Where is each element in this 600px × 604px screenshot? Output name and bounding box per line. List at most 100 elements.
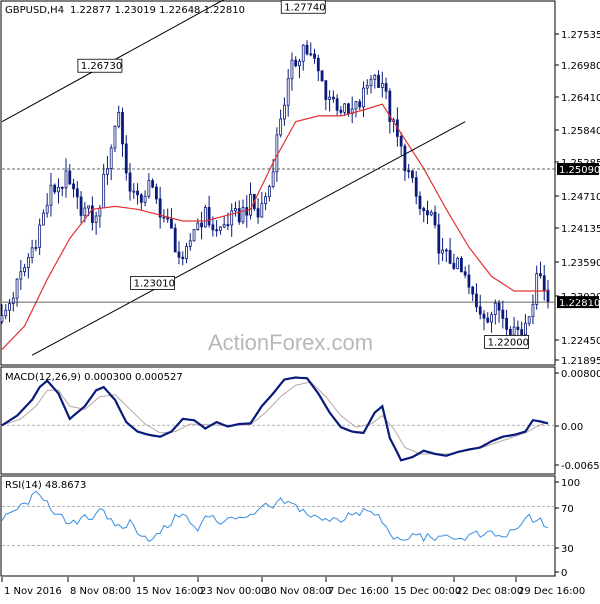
candle-body [320, 70, 324, 82]
candle-body [362, 87, 365, 108]
candle-body [151, 180, 155, 188]
candle-body [433, 211, 437, 226]
candle-body [358, 101, 362, 108]
candle-body [437, 224, 441, 254]
candle-body [328, 96, 332, 100]
candle-body [162, 216, 166, 219]
macd-y-tick-label: 0.008001 [561, 369, 600, 380]
x-tick-label: 15 Nov 16:00 [136, 586, 203, 597]
x-tick-label: 7 Dec 16:00 [328, 586, 389, 597]
candle-body [173, 227, 177, 253]
candle-body [508, 328, 512, 336]
candle-body [57, 186, 60, 193]
candle-body [75, 188, 79, 198]
candle-body [177, 251, 181, 258]
candle-body [185, 246, 188, 259]
candle-body [505, 317, 508, 330]
candle-body [542, 275, 546, 291]
channel-line [1, 0, 225, 123]
annotation-label: 1.22000 [488, 337, 529, 348]
rsi-line [1, 490, 549, 543]
candle-body [60, 186, 64, 189]
candle-body [98, 207, 102, 217]
macd-main-line [1, 376, 549, 462]
candle-body [463, 271, 467, 276]
watermark: ActionForex.com [208, 330, 373, 355]
price-tag [557, 162, 599, 175]
candle-body [192, 229, 196, 242]
candle-body [459, 257, 463, 273]
rsi-y-tick-label: 70 [561, 504, 574, 515]
candle-body [418, 195, 422, 209]
price-y-tick-label: 1.24710 [561, 192, 600, 203]
candle-body [117, 112, 121, 127]
candle-body [38, 224, 42, 248]
rsi-panel-frame [0, 475, 556, 577]
candle-body [136, 190, 139, 196]
annotation-box [484, 335, 529, 349]
x-tick-label: 29 Dec 16:00 [518, 586, 585, 597]
candle-body [377, 74, 380, 88]
price-y-tick-label: 1.26410 [561, 93, 600, 104]
candle-body [497, 302, 501, 311]
candle-body [260, 203, 264, 218]
macd-panel [1, 376, 555, 462]
rsi-y-tick-label: 30 [561, 544, 574, 555]
candle-body [354, 101, 358, 110]
candle-body [200, 222, 203, 228]
candle-body [143, 195, 147, 203]
candle-body [102, 173, 106, 209]
macd-y-tick-label: -0.006594 [561, 461, 600, 472]
candle-body [158, 198, 162, 218]
candle-body [26, 257, 30, 268]
annotation-box [130, 276, 176, 290]
annotation-box [280, 0, 326, 14]
candle-body [226, 224, 230, 226]
price-y-tick-label: 1.25285 [561, 158, 600, 169]
price-tag-label: 1.22810 [559, 298, 600, 309]
candle-body [490, 314, 493, 323]
candle-body [527, 316, 531, 324]
candle-body [531, 304, 535, 318]
candle-body [94, 215, 98, 223]
candle-body [15, 278, 19, 299]
candle-body [8, 303, 11, 311]
rsi-y-tick-label: 100 [561, 478, 580, 489]
candle-body [249, 193, 252, 216]
candle-body [520, 329, 524, 335]
candle-body [87, 205, 91, 209]
candle-body [42, 212, 45, 226]
price-y-tick-label: 1.27535 [561, 30, 600, 41]
macd-y-tick-label: 0.00 [561, 422, 583, 433]
candle-body [546, 289, 550, 302]
price-y-tick-label: 1.24135 [561, 224, 600, 235]
candle-body [207, 207, 211, 226]
price-y-tick-label: 1.23020 [561, 292, 600, 303]
candle-body [154, 186, 158, 200]
candle-body [30, 247, 34, 258]
rsi-panel [1, 490, 555, 546]
rsi-title: RSI(14) 48.8673 [5, 480, 86, 491]
x-tick-label: 8 Nov 08:00 [70, 586, 131, 597]
candle-body [471, 286, 475, 295]
candle-body [290, 59, 294, 80]
candle-body [512, 326, 516, 336]
price-tag-label: 1.25090 [559, 165, 600, 176]
candle-body [516, 326, 520, 330]
macd-title: MACD(12,26,9) 0.000300 0.000527 [5, 372, 183, 383]
candle-body [196, 222, 200, 230]
candle-body [452, 262, 456, 269]
candle-body [237, 208, 241, 223]
annotation-label: 1.26730 [81, 61, 122, 72]
annotation-box [77, 58, 123, 73]
candle-body [380, 83, 384, 88]
x-tick-label: 1 Nov 2016 [4, 586, 62, 597]
candle-body [90, 205, 94, 223]
candle-body [313, 53, 316, 59]
price-panel-frame [0, 0, 556, 366]
price-y-tick-label: 1.22450 [561, 336, 600, 347]
candle-body [203, 207, 207, 228]
candle-body [230, 210, 234, 226]
